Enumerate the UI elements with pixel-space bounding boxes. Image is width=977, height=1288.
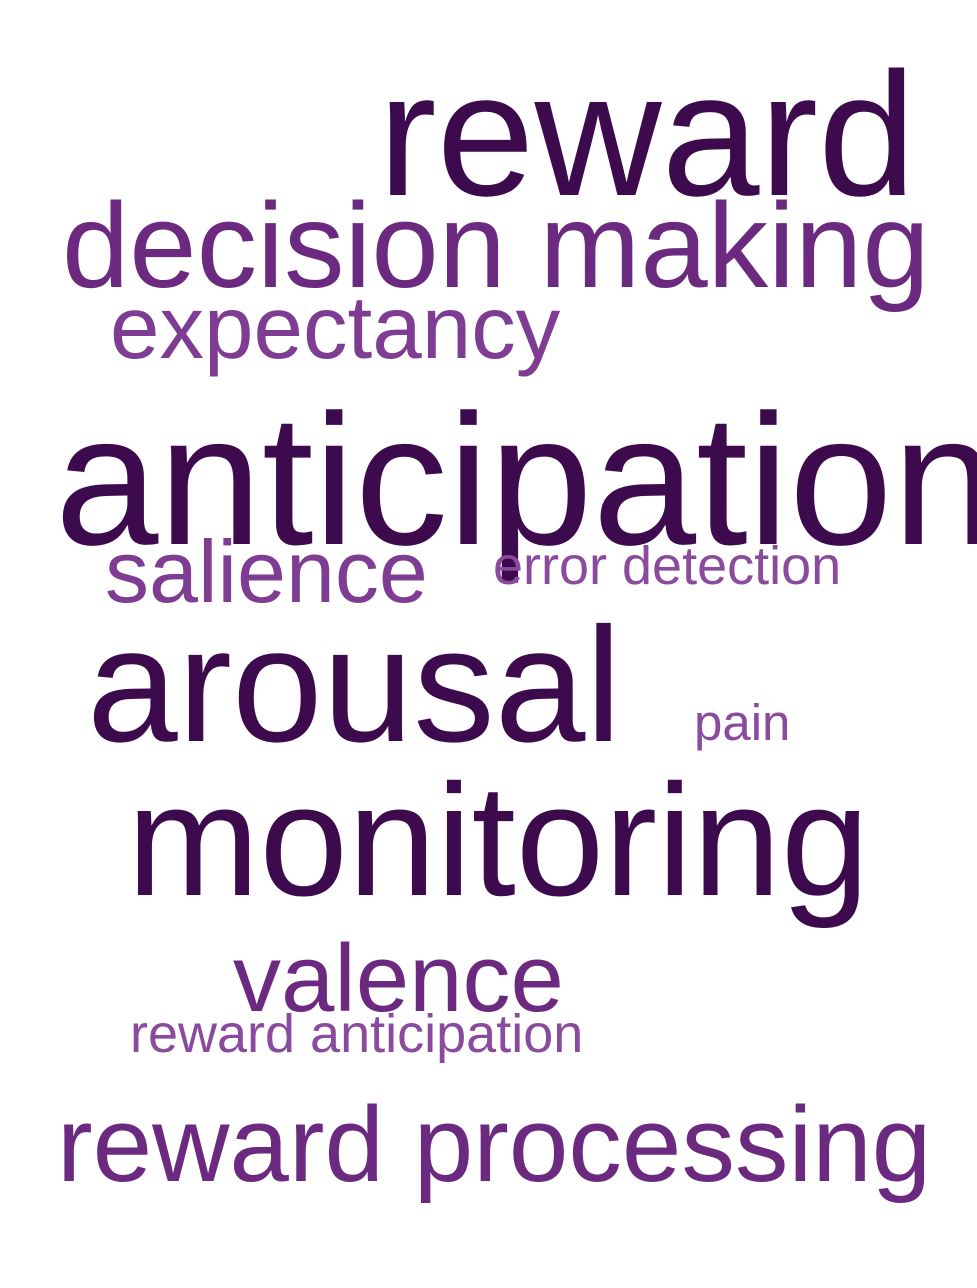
word-expectancy: expectancy bbox=[110, 277, 561, 377]
word-valence: valence bbox=[233, 925, 564, 1032]
word-pain: pain bbox=[694, 694, 791, 751]
word-reward: reward bbox=[378, 37, 916, 233]
word-error-detection: error detection bbox=[493, 536, 842, 596]
word-monitoring: monitoring bbox=[127, 751, 870, 929]
word-reward-processing: reward processing bbox=[57, 1084, 932, 1204]
word-salience: salience bbox=[105, 522, 428, 621]
word-anticipation: anticipation bbox=[55, 377, 977, 584]
word-reward-anticipation: reward anticipation bbox=[130, 1004, 584, 1064]
word-arousal: arousal bbox=[87, 593, 622, 776]
word-decision-making: decision making bbox=[62, 177, 930, 313]
